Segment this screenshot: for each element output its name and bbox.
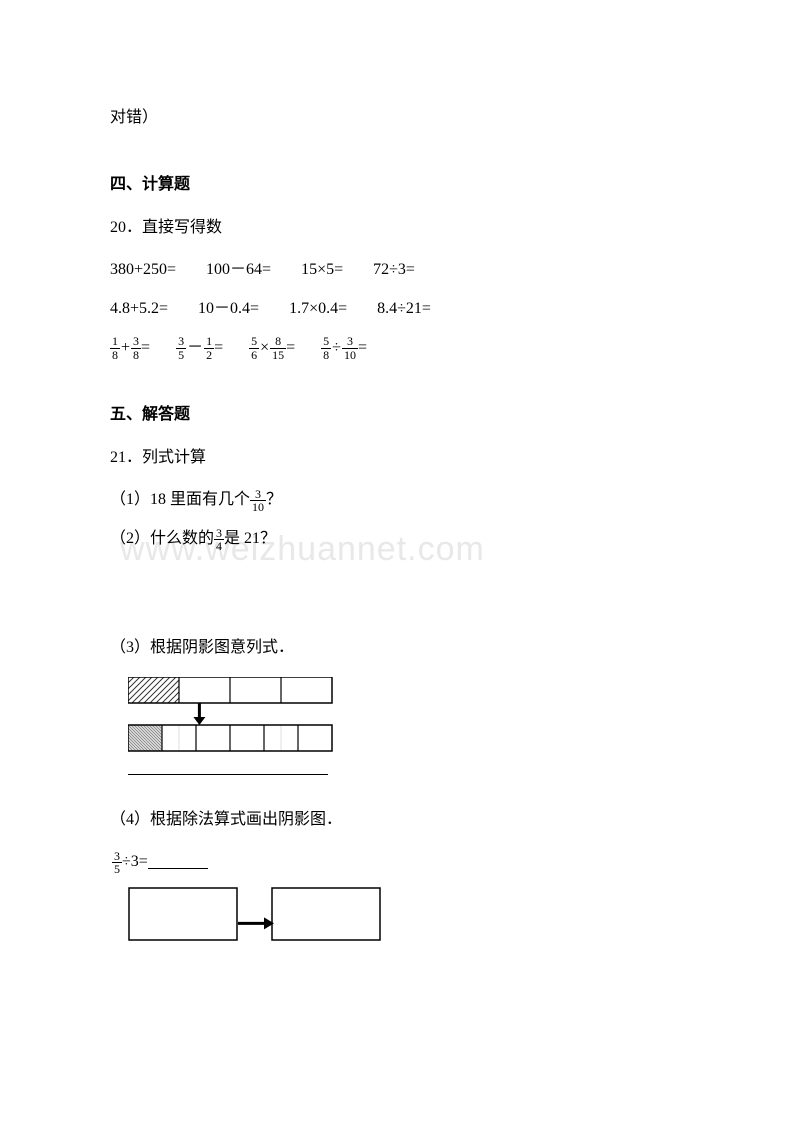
eq: 72÷3= [373, 256, 415, 285]
q21-3-label: （3）根据阴影图意列式． [110, 634, 690, 663]
denominator: 15 [270, 349, 286, 362]
two-box-arrow-svg [128, 887, 390, 943]
denominator: 10 [342, 349, 358, 362]
denominator: 8 [321, 349, 331, 362]
q20-row2: 4.8+5.2= 10－0.4= 1.7×0.4= 8.4÷21= [110, 295, 690, 324]
section-5-title: 五、解答题 [110, 401, 690, 430]
answer-blank [148, 857, 208, 869]
numerator: 1 [110, 335, 120, 349]
text: （2）什么数的 [110, 525, 214, 554]
arrow-right-icon [238, 918, 274, 930]
equals: = [358, 339, 367, 356]
fraction-bars-svg [128, 677, 342, 755]
numerator: 3 [176, 335, 186, 349]
equals: = [214, 339, 223, 356]
denominator: 4 [214, 540, 224, 553]
fraction: 310 [342, 335, 358, 361]
op: + [121, 339, 130, 356]
op: － [187, 339, 203, 356]
q21-2: （2）什么数的 3 4 是 21？ [110, 525, 690, 554]
numerator: 3 [112, 850, 122, 864]
fraction: 12 [204, 335, 214, 361]
bar-row-1 [128, 677, 332, 703]
eq-fraction: 58÷310= [321, 334, 367, 363]
fraction: 18 [110, 335, 120, 361]
q20-label: 20．直接写得数 [110, 214, 690, 243]
equals: = [141, 339, 150, 356]
fraction: 3 4 [214, 527, 224, 553]
eq: 10－0.4= [198, 295, 259, 324]
eq: 380+250= [110, 256, 176, 285]
denominator: 10 [250, 501, 266, 514]
box-left [129, 888, 237, 940]
eq-fraction: 18+38= [110, 334, 150, 363]
text: ？ [266, 486, 282, 515]
q20-row3: 18+38=35－12=56×815=58÷310= [110, 334, 690, 363]
eq: 1.7×0.4= [289, 295, 347, 324]
numerator: 3 [214, 527, 224, 541]
fraction: 58 [321, 335, 331, 361]
trailing-line-top: 对错） [110, 104, 690, 133]
q21-label: 21．列式计算 [110, 444, 690, 473]
eq: 8.4÷21= [377, 295, 431, 324]
numerator: 3 [131, 335, 141, 349]
q21-1: （1）18 里面有几个 3 10 ？ [110, 486, 690, 515]
answer-blank [128, 761, 328, 775]
arrow-down-icon [193, 703, 205, 725]
denominator: 6 [249, 349, 259, 362]
text: 是 21？ [224, 525, 276, 554]
denominator: 8 [131, 349, 141, 362]
text: ÷3= [122, 848, 148, 877]
numerator: 8 [270, 335, 286, 349]
op: ÷ [332, 339, 341, 356]
eq: 15×5= [301, 256, 343, 285]
eq: 100－64= [206, 256, 271, 285]
fraction: 3 10 [250, 488, 266, 514]
numerator: 1 [204, 335, 214, 349]
fraction: 815 [270, 335, 286, 361]
numerator: 3 [342, 335, 358, 349]
numerator: 3 [250, 488, 266, 502]
numerator: 5 [321, 335, 331, 349]
q21-4-label: （4）根据除法算式画出阴影图． [110, 806, 690, 835]
text: （1）18 里面有几个 [110, 486, 250, 515]
box-right [272, 888, 380, 940]
q21-4-eq: 3 5 ÷3= [112, 848, 690, 877]
fraction: 56 [249, 335, 259, 361]
fraction: 3 5 [112, 850, 122, 876]
denominator: 8 [110, 349, 120, 362]
denominator: 5 [112, 863, 122, 876]
numerator: 5 [249, 335, 259, 349]
equals: = [286, 339, 295, 356]
q21-4-diagram [128, 887, 690, 943]
q20-row1: 380+250= 100－64= 15×5= 72÷3= [110, 256, 690, 285]
page-content: 对错） 四、计算题 20．直接写得数 380+250= 100－64= 15×5… [0, 0, 800, 997]
q21-3-diagram [128, 677, 690, 755]
eq: 4.8+5.2= [110, 295, 168, 324]
denominator: 2 [204, 349, 214, 362]
fraction: 35 [176, 335, 186, 361]
bar-row-2 [128, 725, 332, 751]
fraction: 38 [131, 335, 141, 361]
section-4-title: 四、计算题 [110, 171, 690, 200]
eq-fraction: 35－12= [176, 334, 223, 363]
denominator: 5 [176, 349, 186, 362]
op: × [260, 339, 269, 356]
eq-fraction: 56×815= [249, 334, 295, 363]
